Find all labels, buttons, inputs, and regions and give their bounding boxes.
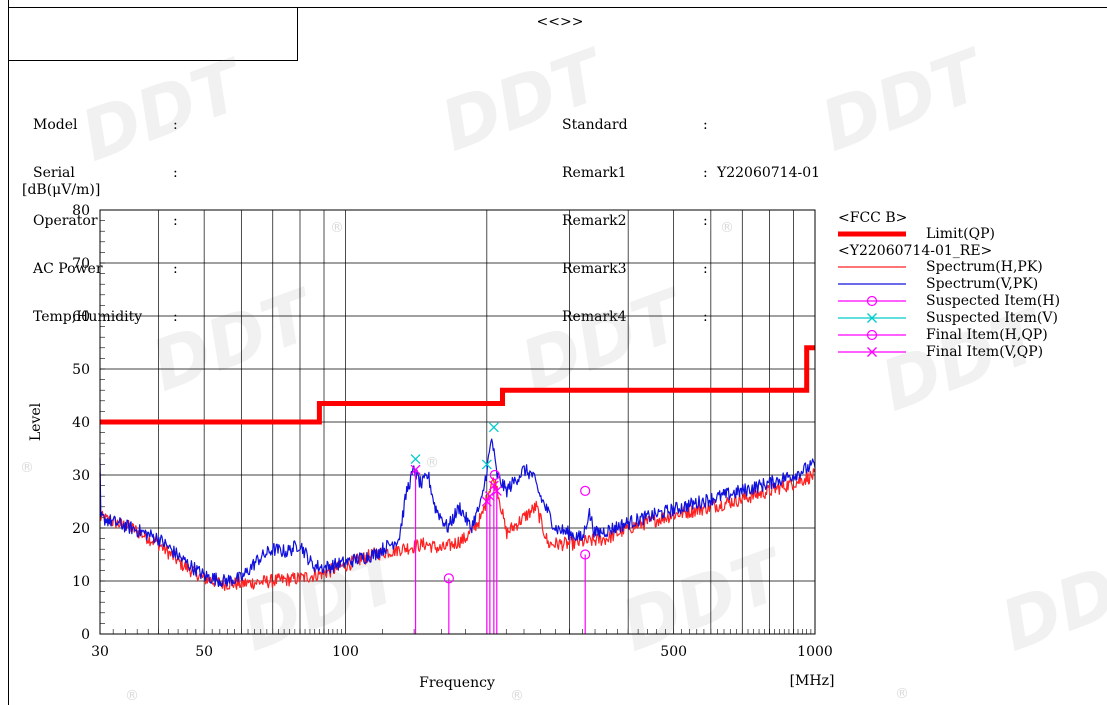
legend-item-label: Final Item(V,QP) [926,344,1043,360]
info-row: Model: [33,117,178,133]
info-left: Model: Serial: Operator: AC Power: Temp,… [33,85,178,341]
y-tick-label: 40 [72,415,90,431]
field-label: Temp,Humidity [33,309,143,325]
legend-item-label: Spectrum(V,PK) [926,276,1038,292]
final-item-marker-stroke [410,464,421,475]
final-item-marker-stroke [488,480,499,491]
x-tick-label: 30 [91,644,109,660]
frame-top-border [297,7,1107,8]
info-row: Remark4: [562,309,708,325]
info-right: Standard: Remark1: Y22060714-01 Remark2: … [562,85,821,341]
info-row: Serial: [33,165,178,181]
info-row: Operator: [33,213,178,229]
y-tick-label: 70 [72,256,90,272]
final-item-marker [410,464,421,475]
y-tick-label: 0 [81,627,90,643]
suspected-item-marker [410,454,421,465]
y-tick-label: 60 [72,309,90,325]
x-axis-label: Frequency [419,675,495,691]
report-title: <<>> [536,14,584,30]
title-box [8,7,298,61]
final-item-marker-stroke [491,485,502,496]
suspected-item-marker [488,422,499,433]
x-axis-unit: [MHz] [790,673,835,689]
legend-swatch-marker [866,295,878,307]
legend-item-label: Limit(QP) [926,226,995,242]
suspected-item-marker [481,459,492,470]
legend-group-header: <Y22060714-01_RE> [838,243,992,259]
info-row: Remark1: Y22060714-01 [562,165,821,181]
legend-item-label: Spectrum(H,PK) [926,259,1043,275]
final-item-marker [491,485,502,496]
field-label: Model [33,117,78,133]
final-item-marker [443,573,454,584]
y-tick-label: 50 [72,362,90,378]
suspected-item-marker-stroke [410,454,421,465]
frame-left-border [8,0,9,705]
suspected-item-marker [580,485,591,496]
series-limit-line [100,345,815,425]
series-spec-h [99,468,816,591]
field-label: Remark4 [562,309,627,325]
y-tick-label: 80 [72,203,90,219]
chart-axes: 0 10 20 30 40 50 60 70 80 30 50 100 500 1000 [dB(μV/m)… [22,182,834,691]
legend-swatch-marker-stroke [867,313,877,323]
y-axis-label: Level [28,402,44,441]
y-tick-label: 10 [72,574,90,590]
legend-swatch-marker [867,313,877,323]
legend-item-label: Suspected Item(V) [926,310,1058,326]
final-item-marker [484,491,495,502]
legend-item-label: Final Item(H,QP) [926,327,1048,343]
suspected-item-marker-stroke [481,459,492,470]
field-label: Operator [33,213,98,229]
final-item-marker-stroke [484,491,495,502]
suspected-item-marker [489,469,500,481]
y-tick-label: 30 [72,468,90,484]
field-label: Remark3 [562,261,627,277]
y-axis-unit: [dB(μV/m)] [22,182,100,198]
legend-swatch-marker [867,347,877,357]
legend-swatch-marker-stroke [867,347,877,357]
field-value: Y22060714-01 [717,165,821,181]
legend-item-label: Suspected Item(H) [926,293,1060,309]
series-spec-v [99,438,816,587]
x-tick-label: 500 [660,644,687,660]
x-tick-label: 1000 [797,644,833,660]
field-label: Serial [33,165,75,181]
plot-frame [99,209,816,635]
field-label: Standard [562,117,628,133]
chart-series [99,345,816,634]
final-item-marker [488,480,499,491]
info-row: Remark2: [562,213,708,229]
chart-legend: <FCC B>Limit(QP)<Y22060714-01_RE>Spectru… [838,210,1060,360]
info-row: Standard: [562,117,708,133]
y-tick-label: 20 [72,521,90,537]
legend-group-header: <FCC B> [838,210,907,226]
legend-swatch-marker [866,329,878,341]
info-row: AC Power: [33,261,178,277]
info-row: Temp,Humidity: [33,309,178,325]
x-tick-label: 100 [332,644,359,660]
field-label: Remark1 [562,165,627,181]
suspected-item-marker-stroke [488,422,499,433]
field-label: AC Power [33,261,103,277]
x-tick-label: 50 [195,644,213,660]
info-row: Remark3: [562,261,708,277]
final-item-marker [580,549,591,560]
field-label: Remark2 [562,213,627,229]
